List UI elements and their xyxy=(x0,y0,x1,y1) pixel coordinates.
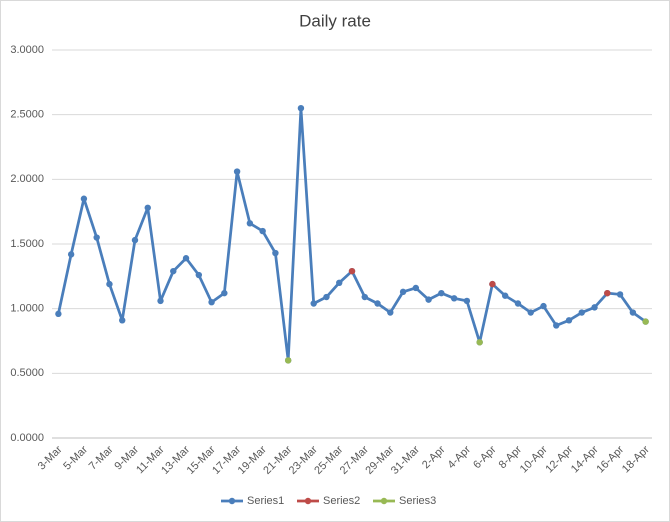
data-point xyxy=(374,300,381,307)
data-point xyxy=(438,289,445,297)
y-tick-label: 1.0000 xyxy=(10,303,44,315)
legend-marker xyxy=(380,497,388,505)
y-tick-label: 0.5000 xyxy=(10,367,44,379)
data-point xyxy=(463,297,471,305)
legend-label: Series2 xyxy=(323,495,360,507)
data-point xyxy=(514,300,522,307)
data-point xyxy=(80,195,88,202)
data-point xyxy=(361,293,368,301)
data-point xyxy=(578,309,585,316)
data-point xyxy=(144,204,151,211)
y-tick-label: 0.0000 xyxy=(10,432,44,444)
data-point xyxy=(55,310,62,318)
chart-title: Daily rate xyxy=(299,11,371,30)
data-point xyxy=(131,236,139,244)
data-point xyxy=(208,299,215,306)
data-point xyxy=(272,249,279,257)
data-point xyxy=(323,293,330,301)
data-point xyxy=(284,357,292,364)
data-point xyxy=(476,339,483,346)
data-point xyxy=(348,267,356,275)
legend-label: Series3 xyxy=(399,495,436,507)
data-point xyxy=(106,280,113,288)
data-point xyxy=(553,322,560,329)
data-point xyxy=(93,234,100,241)
data-point xyxy=(387,309,394,316)
data-point xyxy=(565,317,573,324)
data-point xyxy=(629,309,637,316)
data-point xyxy=(119,317,126,324)
y-tick-label: 2.0000 xyxy=(10,173,44,185)
data-point xyxy=(489,280,496,288)
legend-marker xyxy=(228,497,236,505)
legend-marker xyxy=(304,497,312,505)
data-point xyxy=(604,289,611,297)
data-point xyxy=(540,302,547,310)
legend-label: Series1 xyxy=(247,495,284,507)
data-point xyxy=(182,255,190,262)
data-point xyxy=(221,289,228,297)
y-tick-label: 1.5000 xyxy=(10,238,44,250)
data-point xyxy=(195,271,203,279)
data-point xyxy=(170,267,177,275)
data-point xyxy=(616,291,624,298)
data-point xyxy=(233,168,241,175)
data-point xyxy=(67,251,75,258)
data-point xyxy=(501,292,509,299)
data-point xyxy=(642,318,649,325)
data-point xyxy=(259,227,266,235)
data-point xyxy=(336,279,343,286)
data-point xyxy=(412,284,420,292)
data-point xyxy=(310,300,317,307)
data-point xyxy=(527,309,534,316)
y-tick-label: 3.0000 xyxy=(10,44,44,56)
data-point xyxy=(246,220,254,227)
data-point xyxy=(399,288,407,296)
data-point xyxy=(425,296,432,303)
data-point xyxy=(450,295,458,302)
y-tick-label: 2.5000 xyxy=(10,109,44,121)
data-point xyxy=(591,304,598,311)
data-point xyxy=(297,105,305,112)
data-point xyxy=(157,297,164,305)
